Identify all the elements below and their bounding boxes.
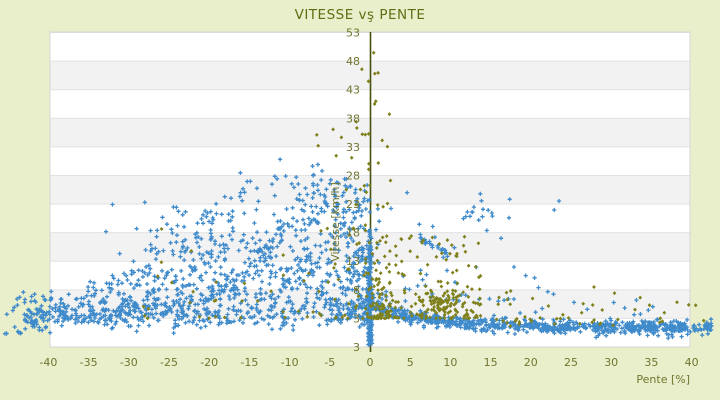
x-tick-label: -20	[200, 356, 218, 369]
chart-title: VITESSE vş PENTE	[295, 7, 426, 23]
y-tick-label: 13	[346, 255, 360, 268]
x-tick-label: 20	[524, 356, 538, 369]
y-tick-label: 18	[346, 227, 360, 240]
x-tick-label: -10	[281, 356, 299, 369]
y-tick-label: 28	[346, 170, 360, 183]
y-tick-label: 33	[346, 141, 360, 154]
y-axis-line	[369, 32, 372, 352]
x-tick-label: 30	[604, 356, 618, 369]
x-tick-label: 25	[564, 356, 578, 369]
x-tick-label: 0	[367, 356, 374, 369]
y-axis-tick-labels: 53 48 43 38 33 28 23 18 13 8 3	[346, 27, 360, 326]
y-tick-label: 38	[346, 112, 360, 125]
x-tick-label: 10	[443, 356, 457, 369]
y-tick-label: 3	[353, 312, 360, 325]
y-tick-label: 8	[353, 284, 360, 297]
y-axis-title: Vitesse [km/h]	[329, 182, 342, 262]
x-tick-label: 15	[484, 356, 498, 369]
y-tick-label: 43	[346, 84, 360, 97]
x-tick-label: -40	[39, 356, 57, 369]
x-tick-label: 40	[685, 356, 699, 369]
x-axis-title: Pente [%]	[636, 373, 690, 386]
y-tick-label: 53	[346, 27, 360, 40]
x-axis-tick-labels: -40 -35 -30 -25 -20 -15 -10 -5 0 5 10 15 20 25 30 35 40	[39, 356, 698, 369]
y-tick-label: 23	[346, 198, 360, 211]
x-tick-label: -25	[160, 356, 178, 369]
y-tick-label: 48	[346, 55, 360, 68]
x-tick-label: -35	[80, 356, 98, 369]
y-axis-bottom-label: 3	[353, 341, 360, 354]
x-tick-label: 5	[407, 356, 414, 369]
x-tick-label: -15	[240, 356, 258, 369]
x-tick-label: 35	[644, 356, 658, 369]
x-tick-label: -5	[324, 356, 335, 369]
x-tick-label: -30	[120, 356, 138, 369]
